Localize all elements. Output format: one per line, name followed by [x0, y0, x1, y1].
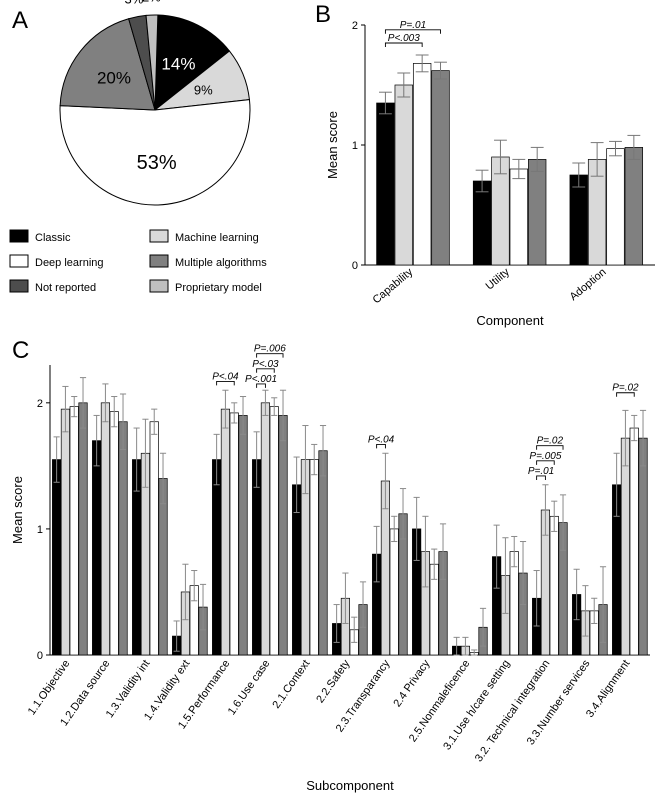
bar [119, 422, 127, 655]
bar [150, 422, 158, 655]
legend-label: Not reported [35, 282, 96, 294]
bar [92, 441, 100, 655]
bar [319, 451, 327, 655]
x-tick-label: Capability [371, 266, 416, 307]
p-value-label: P=.01 [528, 466, 554, 477]
bar [70, 407, 78, 655]
y-axis-label: Mean score [325, 111, 340, 179]
y-tick-label: 2 [37, 398, 43, 410]
bar [270, 407, 278, 655]
bar [61, 409, 69, 655]
bar [510, 169, 528, 265]
x-tick-label: Utility [484, 266, 513, 293]
bar [101, 403, 109, 655]
x-axis-label: Component [476, 313, 544, 328]
pie-slice-label: 3% [125, 0, 144, 7]
y-tick-label: 0 [352, 260, 358, 272]
bar [625, 147, 643, 265]
x-tick-label: 1.6.Use case [226, 658, 273, 717]
bar [621, 438, 629, 655]
bar [432, 71, 450, 265]
p-value-label: P=.02 [612, 383, 639, 394]
bar [473, 181, 491, 265]
x-tick-label: 3.4.Alignment [584, 658, 632, 720]
p-value-label: P<.003 [388, 33, 420, 44]
x-tick-label: 3.2. Technical integration [473, 658, 553, 764]
legend-label: Proprietary model [175, 282, 262, 294]
bar [528, 159, 546, 265]
y-tick-label: 1 [37, 524, 43, 536]
p-value-label: P=.02 [537, 436, 564, 447]
bar [239, 415, 247, 655]
bar [159, 478, 167, 655]
pie-slice-label: 9% [194, 83, 213, 98]
legend-label: Multiple algorithms [175, 257, 267, 269]
panel-a-letter: A [12, 7, 28, 34]
bar [570, 175, 588, 265]
y-tick-label: 0 [37, 650, 43, 662]
legend-swatch [150, 280, 168, 292]
pie-slice-label: 20% [97, 69, 131, 88]
legend-swatch [10, 230, 28, 242]
bar [221, 409, 229, 655]
bar [252, 460, 260, 655]
x-tick-label: 2.2.Safety [314, 657, 353, 705]
p-value-label: P<.001 [245, 374, 277, 385]
x-tick-label: Adoption [568, 266, 609, 303]
panel-b-letter: B [315, 1, 331, 28]
bar [550, 516, 558, 655]
pie-slice-label: 14% [161, 54, 195, 73]
y-axis-label: Mean score [10, 476, 25, 544]
p-value-label: P<.03 [252, 359, 279, 370]
bar [377, 103, 395, 265]
p-value-label: P=.006 [254, 344, 286, 355]
bar [390, 529, 398, 655]
bar [310, 460, 318, 655]
x-axis-label: Subcomponent [306, 778, 394, 793]
y-tick-label: 1 [352, 140, 358, 152]
legend-label: Classic [35, 232, 71, 244]
x-tick-label: 2.1.Context [270, 658, 312, 711]
legend-label: Machine learning [175, 232, 259, 244]
x-tick-label: 1.1.Objective [26, 658, 73, 717]
bar [607, 149, 625, 265]
p-value-label: P=.005 [529, 451, 561, 462]
panel-c-letter: C [12, 337, 29, 364]
legend-swatch [10, 280, 28, 292]
bar [52, 460, 60, 655]
y-tick-label: 2 [352, 20, 358, 32]
bar [630, 428, 638, 655]
pie-slice-label: 2% [142, 0, 161, 5]
p-value-label: P<.04 [368, 434, 395, 445]
p-value-label: P<.04 [212, 371, 239, 382]
bar [110, 412, 118, 655]
bar [279, 415, 287, 655]
legend-swatch [150, 255, 168, 267]
bar [395, 85, 413, 265]
pie-slice-label: 53% [137, 152, 177, 174]
bar [261, 403, 269, 655]
legend-swatch [10, 255, 28, 267]
legend-swatch [150, 230, 168, 242]
bar [79, 403, 87, 655]
legend-label: Deep learning [35, 257, 104, 269]
bar [639, 438, 647, 655]
bar [212, 460, 220, 655]
bar [230, 413, 238, 655]
p-value-label: P=.01 [400, 20, 426, 31]
bar [413, 63, 431, 265]
x-tick-label: 2.4 Privacy [391, 657, 432, 709]
